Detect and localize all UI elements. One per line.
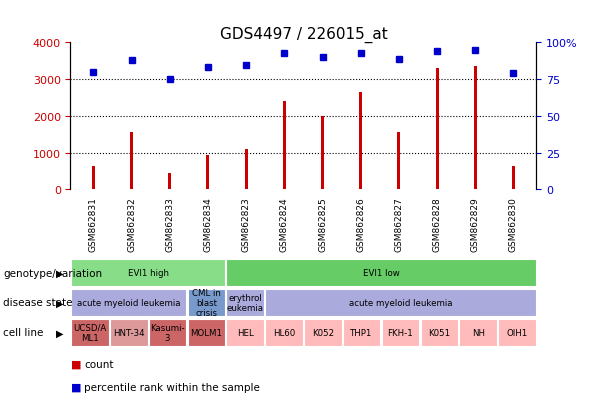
Bar — [397, 133, 400, 190]
Text: GSM862832: GSM862832 — [127, 197, 136, 252]
Text: acute myeloid leukemia: acute myeloid leukemia — [77, 298, 180, 307]
Text: disease state: disease state — [3, 298, 72, 308]
Bar — [168, 173, 171, 190]
Text: GSM862827: GSM862827 — [394, 197, 403, 252]
Text: HNT-34: HNT-34 — [113, 328, 145, 337]
Bar — [245, 150, 248, 190]
Text: GSM862825: GSM862825 — [318, 197, 327, 252]
Text: ■: ■ — [70, 382, 81, 392]
Text: MOLM1: MOLM1 — [191, 328, 223, 337]
Text: acute myeloid leukemia: acute myeloid leukemia — [349, 298, 452, 307]
Text: ▶: ▶ — [56, 328, 63, 337]
Bar — [130, 133, 133, 190]
Text: FKH-1: FKH-1 — [387, 328, 413, 337]
Text: EVI1 low: EVI1 low — [363, 268, 400, 278]
Text: CML in
blast
crisis: CML in blast crisis — [192, 288, 221, 318]
Text: GSM862828: GSM862828 — [433, 197, 441, 252]
Text: ▶: ▶ — [56, 298, 63, 308]
Text: GSM862833: GSM862833 — [166, 197, 174, 252]
Text: GSM862830: GSM862830 — [509, 197, 518, 252]
Text: K052: K052 — [312, 328, 334, 337]
Bar — [283, 102, 286, 190]
Text: Kasumi-
3: Kasumi- 3 — [150, 323, 185, 342]
Text: GSM862831: GSM862831 — [89, 197, 98, 252]
Text: GSM862826: GSM862826 — [356, 197, 365, 252]
Text: GSM862829: GSM862829 — [471, 197, 480, 252]
Bar — [207, 155, 210, 190]
Text: GSM862834: GSM862834 — [204, 197, 213, 252]
Text: count: count — [84, 359, 113, 369]
Text: EVI1 high: EVI1 high — [128, 268, 169, 278]
Text: NH: NH — [471, 328, 485, 337]
Text: genotype/variation: genotype/variation — [3, 268, 102, 278]
Text: GSM862823: GSM862823 — [242, 197, 251, 252]
Title: GDS4497 / 226015_at: GDS4497 / 226015_at — [219, 27, 387, 43]
Text: HEL: HEL — [237, 328, 254, 337]
Text: UCSD/A
ML1: UCSD/A ML1 — [74, 323, 107, 342]
Text: cell line: cell line — [3, 328, 44, 337]
Text: THP1: THP1 — [351, 328, 373, 337]
Bar — [359, 93, 362, 190]
Bar — [474, 67, 477, 190]
Bar — [512, 166, 515, 190]
Text: ▶: ▶ — [56, 268, 63, 278]
Text: GSM862824: GSM862824 — [280, 197, 289, 251]
Text: K051: K051 — [428, 328, 451, 337]
Text: ■: ■ — [70, 359, 81, 369]
Text: HL60: HL60 — [273, 328, 295, 337]
Text: percentile rank within the sample: percentile rank within the sample — [84, 382, 260, 392]
Bar — [92, 166, 95, 190]
Bar — [436, 69, 439, 190]
Text: OIH1: OIH1 — [506, 328, 528, 337]
Bar — [321, 116, 324, 190]
Text: erythrol
eukemia: erythrol eukemia — [227, 293, 264, 312]
